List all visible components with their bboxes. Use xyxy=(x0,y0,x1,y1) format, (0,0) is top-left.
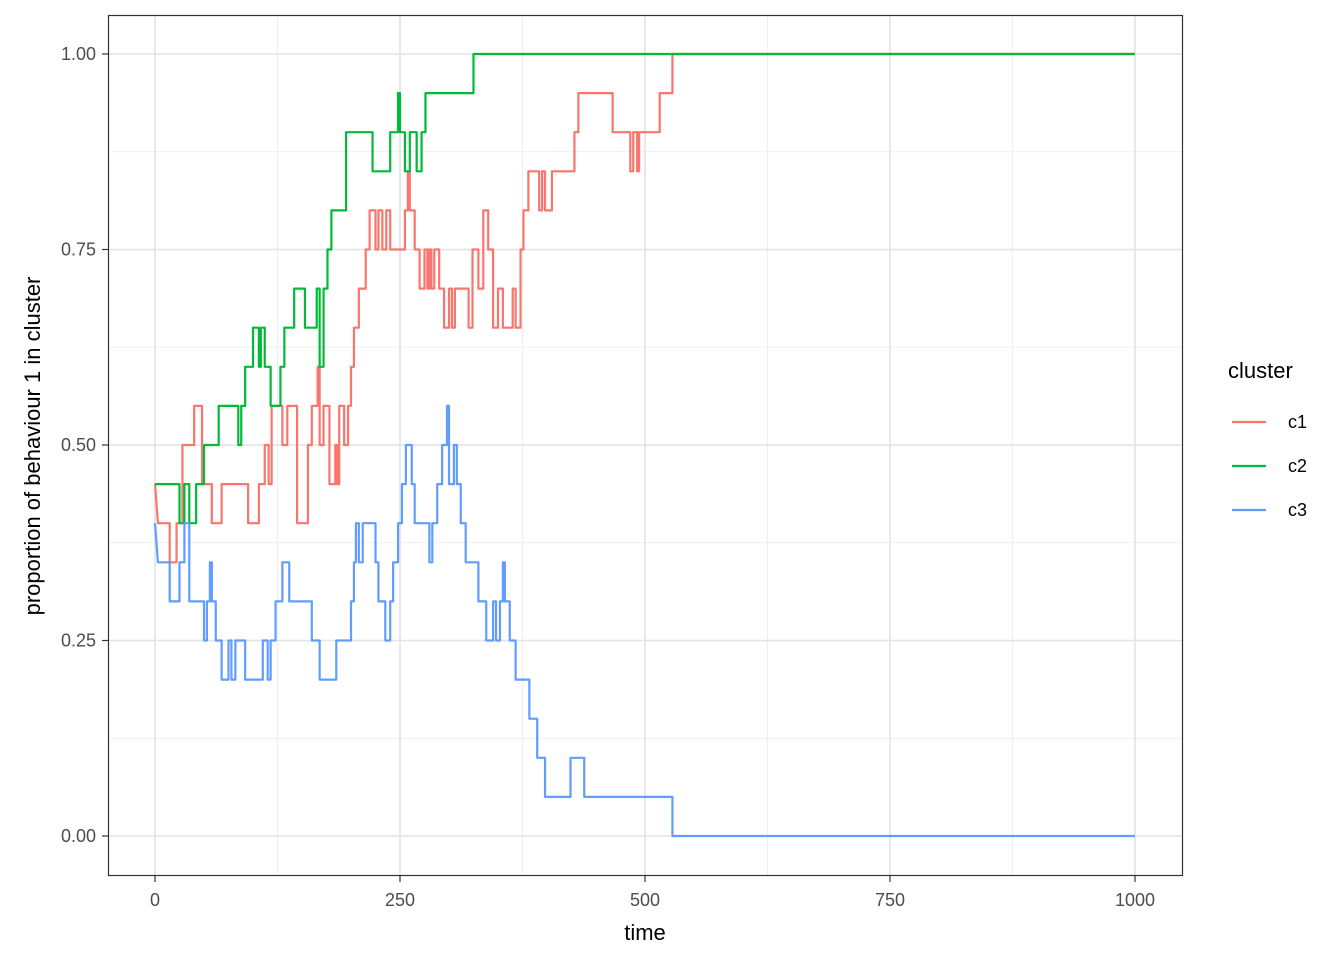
y-tick-label: 0.75 xyxy=(61,240,96,260)
legend-title: cluster xyxy=(1228,358,1293,383)
y-tick-label: 0.50 xyxy=(61,435,96,455)
x-tick-label: 0 xyxy=(150,890,160,910)
series-line-c3 xyxy=(153,404,1135,838)
legend-label-c1: c1 xyxy=(1288,412,1307,432)
panel-border xyxy=(107,14,1184,877)
y-axis-title: proportion of behaviour 1 in cluster xyxy=(20,277,45,616)
y-axis: 0.00 0.25 0.50 0.75 1.00 xyxy=(61,44,108,846)
x-tick-label: 250 xyxy=(385,890,415,910)
y-tick-label: 0.00 xyxy=(61,826,96,846)
y-tick-label: 0.25 xyxy=(61,631,96,651)
x-tick-label: 750 xyxy=(875,890,905,910)
series-lines xyxy=(153,52,1135,838)
y-tick-label: 1.00 xyxy=(61,44,96,64)
legend-items: c1 c2 c3 xyxy=(1232,412,1307,520)
series-line-c2 xyxy=(155,52,1135,525)
x-tick-label: 500 xyxy=(630,890,660,910)
legend: cluster c1 c2 c3 xyxy=(1228,358,1307,520)
legend-label-c3: c3 xyxy=(1288,500,1307,520)
x-tick-label: 1000 xyxy=(1115,890,1155,910)
x-axis-title: time xyxy=(624,920,666,945)
x-axis: 0 250 500 750 1000 xyxy=(150,876,1155,910)
legend-label-c2: c2 xyxy=(1288,456,1307,476)
